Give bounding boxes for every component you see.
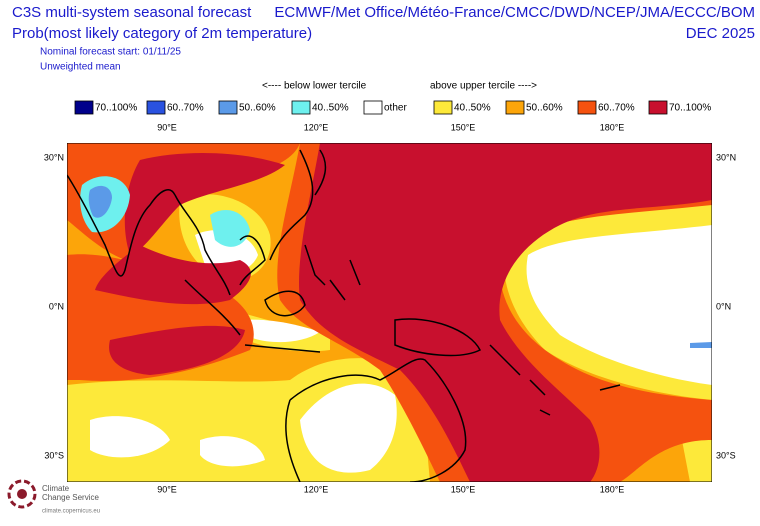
logo-line: Climate bbox=[42, 484, 70, 493]
legend-swatch bbox=[648, 100, 668, 115]
legend-label: 60..70% bbox=[167, 103, 204, 114]
lon-label: 90°E bbox=[157, 484, 177, 494]
lon-label: 150°E bbox=[451, 122, 476, 132]
subtitle: Prob(most likely category of 2m temperat… bbox=[12, 25, 312, 42]
month: DEC 2025 bbox=[686, 25, 755, 42]
lon-label: 150°E bbox=[451, 484, 476, 494]
legend-swatch bbox=[363, 100, 383, 115]
weighting-note: Unweighted mean bbox=[40, 62, 121, 73]
lon-label: 120°E bbox=[304, 484, 329, 494]
lat-label: 0°N bbox=[49, 301, 64, 311]
lon-label: 90°E bbox=[157, 122, 177, 132]
lat-label: 30°N bbox=[716, 152, 736, 162]
legend-label: 70..100% bbox=[95, 103, 137, 114]
lat-label: 30°N bbox=[44, 152, 64, 162]
legend-label: 40..50% bbox=[454, 103, 491, 114]
logo-line: Change Service bbox=[42, 493, 99, 502]
legend-label: 40..50% bbox=[312, 103, 349, 114]
legend-label: 50..60% bbox=[239, 103, 276, 114]
logo-url: climate.copernicus.eu bbox=[42, 509, 100, 515]
legend-swatch bbox=[291, 100, 311, 115]
legend-label: 50..60% bbox=[526, 103, 563, 114]
lon-label: 180°E bbox=[600, 122, 625, 132]
legend-swatch bbox=[218, 100, 238, 115]
lon-label: 120°E bbox=[304, 122, 329, 132]
legend-swatch bbox=[577, 100, 597, 115]
start-date: Nominal forecast start: 01/11/25 bbox=[40, 47, 181, 58]
legend-swatch bbox=[505, 100, 525, 115]
lower-tercile-label: <---- below lower tercile bbox=[262, 81, 367, 92]
legend-label: other bbox=[384, 103, 407, 114]
lat-label: 30°S bbox=[716, 450, 736, 460]
legend-label: 70..100% bbox=[669, 103, 711, 114]
upper-tercile-label: above upper tercile ----> bbox=[430, 81, 537, 92]
legend-label: 60..70% bbox=[598, 103, 635, 114]
lat-label: 0°N bbox=[716, 301, 731, 311]
lon-label: 180°E bbox=[600, 484, 625, 494]
logo: Climate Change Service climate.copernicu… bbox=[7, 479, 100, 515]
legend-swatch bbox=[146, 100, 166, 115]
lat-label: 30°S bbox=[44, 450, 64, 460]
legend-swatch bbox=[433, 100, 453, 115]
title: C3S multi-system seasonal forecast bbox=[12, 4, 252, 21]
legend-swatch bbox=[74, 100, 94, 115]
centres: ECMWF/Met Office/Météo-France/CMCC/DWD/N… bbox=[274, 4, 755, 21]
map bbox=[67, 143, 712, 482]
